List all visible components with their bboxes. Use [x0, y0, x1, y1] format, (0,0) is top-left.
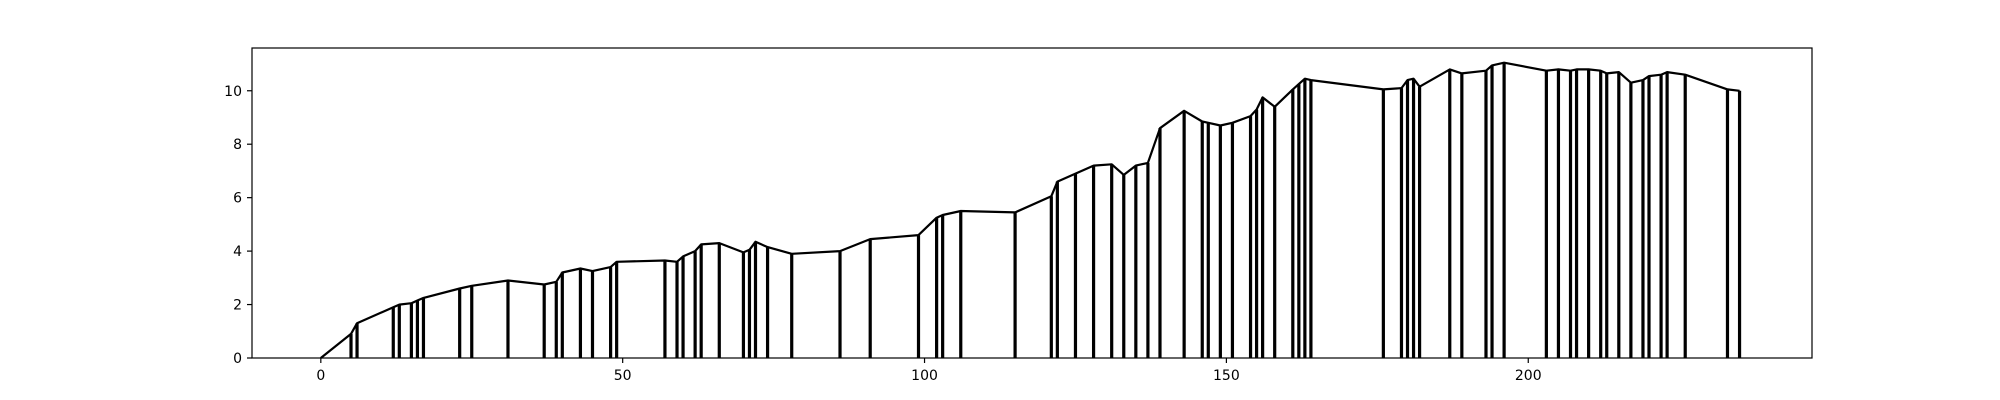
- y-tick-label: 8: [233, 137, 242, 153]
- y-tick-label: 6: [233, 191, 242, 207]
- x-tick-label: 150: [1213, 368, 1240, 384]
- stems-layer: [349, 62, 1742, 358]
- plot-frame: [251, 47, 1813, 359]
- y-axis: 0 2 4 6 8 10: [224, 84, 252, 367]
- y-tick-label: 10: [224, 84, 242, 100]
- series-line: [320, 61, 1740, 359]
- x-tick-label: 50: [614, 368, 632, 384]
- y-tick-label: 4: [233, 244, 242, 260]
- y-tick-label: 2: [233, 298, 242, 314]
- x-tick-label: 0: [316, 368, 325, 384]
- y-tick-label: 0: [233, 351, 242, 367]
- x-tick-label: 100: [911, 368, 938, 384]
- x-tick-label: 200: [1515, 368, 1542, 384]
- x-axis: 0 50 100 150 200: [316, 358, 1542, 384]
